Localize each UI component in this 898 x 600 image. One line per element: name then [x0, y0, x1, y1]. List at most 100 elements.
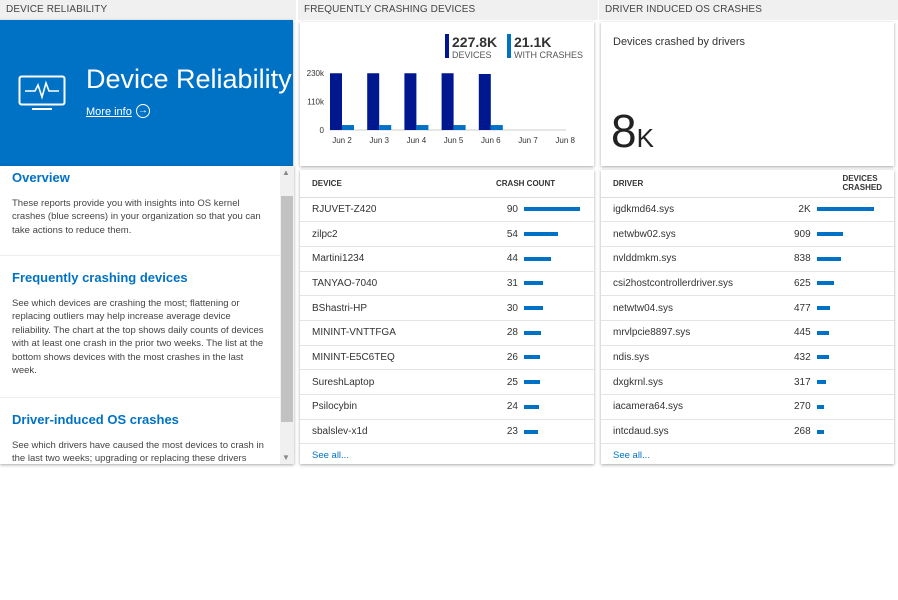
name-cell: TANYAO-7040 — [300, 271, 484, 297]
driver-crashes-text: See which drivers have caused the most d… — [12, 440, 264, 464]
name-cell: MININT-E5C6TEQ — [300, 345, 484, 371]
column-header-devices-crashed[interactable]: DEVICES CRASHED — [772, 170, 894, 198]
count-bar — [524, 330, 542, 335]
count-bar — [816, 404, 825, 409]
count-cell: 317 — [772, 369, 817, 395]
name-cell: ndis.sys — [601, 345, 773, 371]
column-header-crash-count[interactable]: CRASH COUNT — [484, 170, 594, 198]
count-cell: 90 — [484, 197, 524, 223]
crash-chart-card[interactable]: 227.8K DEVICES 21.1K WITH CRASHES 0 110k 2… — [300, 22, 594, 166]
page-title: Device Reliability — [86, 64, 292, 94]
name-cell: zilpc2 — [300, 221, 484, 247]
count-cell: 270 — [772, 394, 817, 420]
count-bar — [816, 207, 874, 212]
devices-table-card: DEVICE CRASH COUNT RJUVET-Z420 90 zilpc2 54… — [300, 170, 594, 464]
x-tick-label: Jun 4 — [407, 136, 427, 145]
driver-crashes-heading: Driver-induced OS crashes — [12, 412, 179, 427]
devices-table: DEVICE CRASH COUNT RJUVET-Z420 90 zilpc2 54… — [300, 170, 594, 445]
scroll-down-icon[interactable]: ▼ — [282, 453, 290, 462]
bar-with-crashes — [416, 125, 429, 130]
devices-see-all-link[interactable]: See all... — [312, 450, 349, 462]
x-tick-label: Jun 5 — [444, 136, 464, 145]
bar-devices — [330, 73, 342, 130]
device-reliability-tile[interactable]: Device Reliability More info → — [0, 20, 293, 166]
table-row[interactable]: dxgkrnl.sys 317 — [601, 369, 894, 395]
table-row[interactable]: MININT-E5C6TEQ 26 — [300, 345, 594, 371]
info-panel[interactable]: Overview These reports provide you with … — [0, 166, 294, 464]
count-cell: 26 — [484, 345, 524, 371]
name-cell: mrvlpcie8897.sys — [601, 320, 773, 346]
table-row[interactable]: Psilocybin 24 — [300, 394, 594, 420]
count-bar — [816, 306, 831, 311]
x-tick-label: Jun 7 — [518, 136, 538, 145]
legend-crashes-label: WITH CRASHES — [514, 50, 584, 60]
table-row[interactable]: intcdaud.sys 268 — [601, 419, 894, 445]
bar-devices — [441, 73, 454, 130]
driver-crashes-section: Driver-induced OS crashes See which driv… — [0, 398, 280, 464]
count-cell: 28 — [484, 320, 524, 346]
table-row[interactable]: RJUVET-Z420 90 — [300, 197, 594, 223]
name-cell: Martini1234 — [300, 246, 484, 272]
count-cell: 838 — [772, 246, 817, 272]
frequently-crashing-heading: Frequently crashing devices — [12, 270, 188, 285]
count-bar — [816, 256, 841, 261]
table-row[interactable]: zilpc2 54 — [300, 221, 594, 247]
name-cell: nvlddmkm.sys — [601, 246, 773, 272]
table-row[interactable]: sbalslev-x1d 23 — [300, 419, 594, 445]
table-row[interactable]: TANYAO-7040 31 — [300, 271, 594, 297]
count-cell: 54 — [484, 221, 524, 247]
legend-crashes-value: 21.1K — [514, 34, 552, 50]
overview-text: These reports provide you with insights … — [12, 198, 261, 236]
name-cell: netwtw04.sys — [601, 295, 773, 321]
more-info-link[interactable]: More info — [86, 106, 132, 118]
y-tick-label: 110k — [307, 98, 325, 107]
name-cell: MININT-VNTTFGA — [300, 320, 484, 346]
column-header-driver[interactable]: DRIVER — [601, 170, 773, 198]
table-row[interactable]: netwbw02.sys 909 — [601, 221, 894, 247]
legend-crashes-swatch — [507, 34, 511, 58]
driver-count: 8 — [611, 105, 637, 157]
table-row[interactable]: mrvlpcie8897.sys 445 — [601, 320, 894, 346]
name-cell: igdkmd64.sys — [601, 197, 773, 223]
y-tick-label: 230k — [307, 69, 325, 78]
arrow-right-circle-icon[interactable]: → — [136, 104, 150, 118]
name-cell: csi2hostcontrollerdriver.sys — [601, 271, 773, 297]
count-cell: 31 — [484, 271, 524, 297]
table-row[interactable]: csi2hostcontrollerdriver.sys 625 — [601, 271, 894, 297]
count-bar — [524, 232, 558, 237]
count-bar — [816, 330, 830, 335]
y-tick-label: 0 — [320, 126, 325, 135]
table-row[interactable]: MININT-VNTTFGA 28 — [300, 320, 594, 346]
bar-with-crashes — [342, 125, 354, 130]
drivers-see-all-link[interactable]: See all... — [613, 450, 650, 462]
count-cell: 432 — [772, 345, 817, 371]
table-row[interactable]: Martini1234 44 — [300, 246, 594, 272]
count-cell: 2K — [772, 197, 817, 223]
bar-devices — [367, 73, 380, 130]
scrollbar[interactable]: ▲ ▼ — [280, 166, 294, 464]
count-bar — [524, 207, 580, 212]
scrollbar-thumb[interactable] — [281, 196, 293, 422]
table-row[interactable]: igdkmd64.sys 2K — [601, 197, 894, 223]
bar-with-crashes — [453, 125, 466, 130]
legend-devices-label: DEVICES — [452, 50, 492, 60]
count-cell: 25 — [484, 369, 524, 395]
count-cell: 44 — [484, 246, 524, 272]
table-row[interactable]: nvlddmkm.sys 838 — [601, 246, 894, 272]
scroll-up-icon[interactable]: ▲ — [282, 168, 290, 177]
table-row[interactable]: SureshLaptop 25 — [300, 369, 594, 395]
count-bar — [524, 281, 544, 286]
name-cell: netwbw02.sys — [601, 221, 773, 247]
table-row[interactable]: ndis.sys 432 — [601, 345, 894, 371]
driver-count-unit: K — [636, 123, 654, 153]
table-row[interactable]: iacamera64.sys 270 — [601, 394, 894, 420]
column-header-device[interactable]: DEVICE — [300, 170, 484, 198]
bar-with-crashes — [490, 125, 503, 130]
table-row[interactable]: netwtw04.sys 477 — [601, 295, 894, 321]
name-cell: intcdaud.sys — [601, 419, 773, 445]
table-row[interactable]: BShastri-HP 30 — [300, 295, 594, 321]
count-cell: 909 — [772, 221, 817, 247]
count-bar — [524, 256, 552, 261]
bar-with-crashes — [379, 125, 392, 130]
drivers-table-card: DRIVER DEVICES CRASHED igdkmd64.sys 2K net… — [601, 170, 894, 464]
